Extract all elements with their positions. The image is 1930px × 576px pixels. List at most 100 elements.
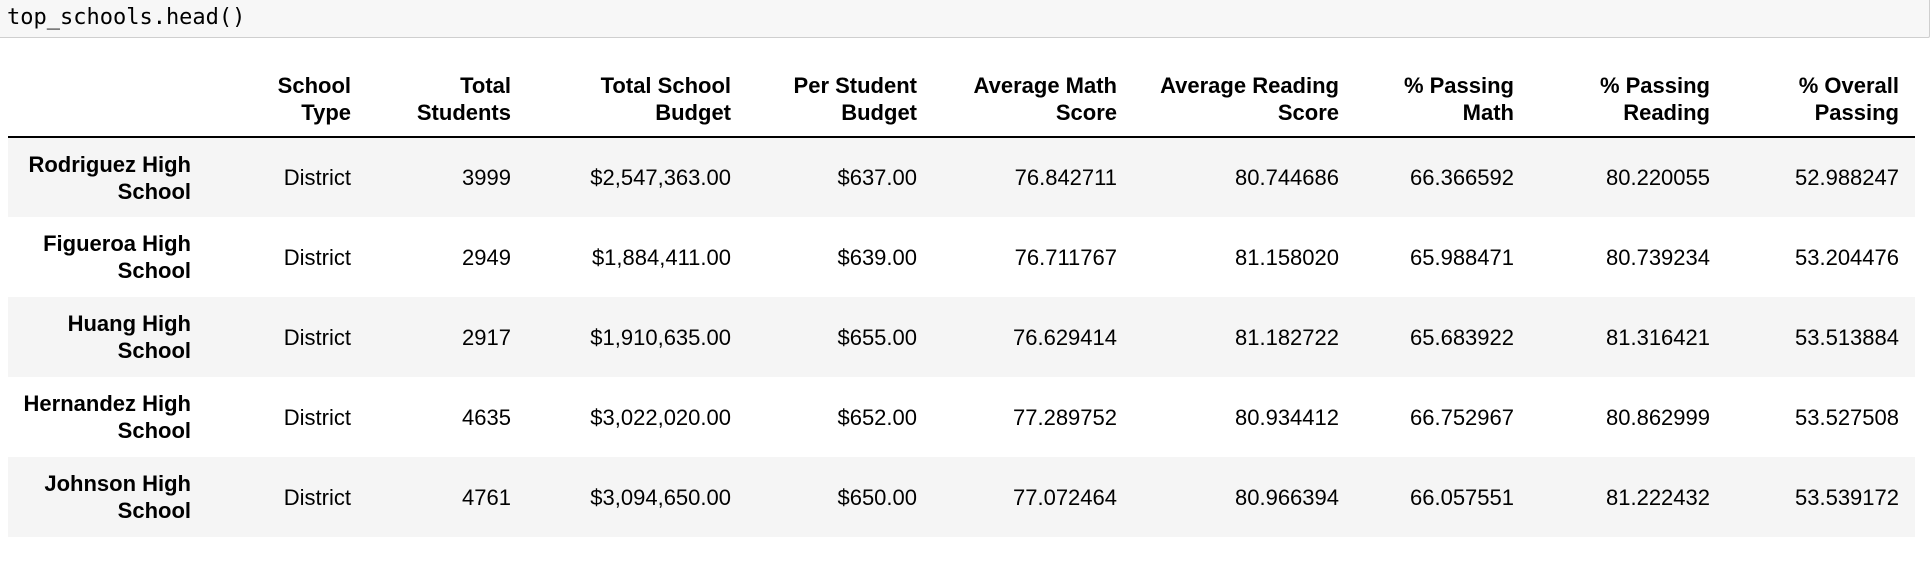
header-row: School Type Total Students Total School …	[8, 62, 1915, 138]
table-cell: 53.527508	[1795, 404, 1899, 430]
table-cell: 80.934412	[1235, 404, 1339, 430]
table-cell: $639.00	[837, 244, 917, 270]
table-cell: $3,094,650.00	[590, 484, 731, 510]
row-index-label: Figueroa High School	[8, 217, 223, 297]
table-cell: 76.629414	[1013, 324, 1117, 350]
table-cell: 80.862999	[1606, 404, 1710, 430]
table-cell: $2,547,363.00	[590, 165, 731, 190]
table-cell: $652.00	[837, 404, 917, 430]
column-header-line: Total School	[600, 73, 731, 98]
table-cell: 80.966394	[1235, 484, 1339, 510]
table-row: Rodriguez High School District 3999 $2,547,3…	[8, 137, 1915, 217]
column-header: % Passing Math	[1355, 62, 1530, 138]
column-header: % Passing Reading	[1530, 62, 1726, 138]
output-area: School Type Total Students Total School …	[8, 62, 1915, 537]
column-header-line: Reading	[1623, 100, 1710, 125]
column-header: Total School Budget	[527, 62, 747, 138]
column-header-line: Average Reading	[1160, 73, 1339, 98]
row-index-line: Hernandez High	[23, 391, 191, 416]
table-cell: District	[283, 165, 351, 190]
column-header: % Overall Passing	[1726, 62, 1915, 138]
column-header-line: % Passing	[1599, 73, 1710, 98]
table-cell: 80.220055	[1606, 165, 1710, 190]
row-index-label: Hernandez High School	[8, 377, 223, 457]
table-cell: 4761	[462, 484, 511, 510]
table-cell: 80.739234	[1606, 244, 1710, 270]
column-header-line: Type	[301, 100, 351, 125]
table-cell: 53.539172	[1795, 484, 1899, 510]
column-header-line: Passing	[1814, 100, 1899, 125]
table-body: Rodriguez High School District 3999 $2,547,3…	[8, 137, 1915, 537]
code-input-cell[interactable]: top_schools.head()	[0, 0, 1930, 38]
table-cell: 81.316421	[1606, 324, 1710, 350]
column-header-line: Budget	[841, 100, 917, 125]
table-cell: 66.366592	[1410, 165, 1514, 190]
table-cell: 65.988471	[1410, 244, 1514, 270]
table-cell: 80.744686	[1235, 165, 1339, 190]
code-line[interactable]: top_schools.head()	[7, 5, 246, 30]
row-index-line: Figueroa High	[43, 231, 191, 256]
table-row: Huang High School District 2917 $1,910,635.0…	[8, 297, 1915, 377]
column-header-line: Average Math	[973, 73, 1117, 98]
column-header-line: % Passing	[1403, 73, 1514, 98]
row-index-label: Rodriguez High School	[8, 137, 223, 217]
table-cell: 66.752967	[1410, 404, 1514, 430]
table-cell: $3,022,020.00	[590, 404, 731, 430]
column-header-line: Students	[416, 100, 511, 125]
column-header-line: Score	[1277, 100, 1339, 125]
column-header: Per Student Budget	[747, 62, 933, 138]
table-cell: 65.683922	[1410, 324, 1514, 350]
table-cell: $1,884,411.00	[591, 244, 731, 270]
table-cell: 52.988247	[1795, 165, 1899, 190]
column-header-line: Per Student	[793, 73, 917, 98]
table-cell: 4635	[462, 404, 511, 430]
row-index-line: School	[117, 418, 191, 443]
table-cell: $655.00	[837, 324, 917, 350]
column-header: Average Math Score	[933, 62, 1133, 138]
table-cell: 2949	[462, 244, 511, 270]
row-index-line: School	[117, 338, 191, 363]
table-cell: 53.204476	[1795, 244, 1899, 270]
table-cell: 77.072464	[1013, 484, 1117, 510]
dataframe-table: School Type Total Students Total School …	[8, 62, 1915, 537]
table-row: Johnson High School District 4761 $3,094,650…	[8, 457, 1915, 537]
table-cell: District	[283, 404, 351, 430]
column-header-line: Math	[1462, 100, 1514, 125]
table-cell: 77.289752	[1013, 404, 1117, 430]
table-cell: 81.222432	[1606, 484, 1710, 510]
table-cell: 81.158020	[1235, 244, 1339, 270]
table-cell: 76.711767	[1014, 244, 1117, 270]
row-index-line: School	[117, 498, 191, 523]
table-row: Hernandez High School District 4635 $3,022,0…	[8, 377, 1915, 457]
index-header	[8, 62, 223, 138]
table-cell: 53.513884	[1795, 324, 1899, 350]
table-row: Figueroa High School District 2949 $1,884,41…	[8, 217, 1915, 297]
table-cell: $637.00	[837, 165, 917, 190]
row-index-line: Rodriguez High	[28, 151, 191, 177]
column-header-line: Budget	[655, 100, 731, 125]
row-index-line: Johnson High	[44, 471, 191, 496]
table-cell: District	[283, 244, 351, 270]
table-cell: 2917	[462, 324, 511, 350]
column-header-line: Total	[460, 73, 511, 98]
column-header-line: School	[277, 73, 351, 98]
column-header-line: Score	[1055, 100, 1117, 125]
column-header: Total Students	[367, 62, 527, 138]
column-header-line: % Overall	[1798, 73, 1899, 98]
table-cell: 3999	[462, 165, 511, 190]
row-index-label: Huang High School	[8, 297, 223, 377]
table-cell: 66.057551	[1410, 484, 1514, 510]
row-index-line: Huang High	[67, 311, 191, 336]
row-index-line: School	[117, 178, 191, 204]
table-cell: District	[283, 484, 351, 510]
row-index-line: School	[117, 258, 191, 283]
table-cell: $650.00	[837, 484, 917, 510]
table-cell: 81.182722	[1235, 324, 1339, 350]
table-header: School Type Total Students Total School …	[8, 62, 1915, 138]
table-cell: $1,910,635.00	[590, 324, 731, 350]
row-index-label: Johnson High School	[8, 457, 223, 537]
table-cell: 76.842711	[1014, 165, 1117, 190]
table-cell: District	[283, 324, 351, 350]
column-header: Average Reading Score	[1133, 62, 1355, 138]
column-header: School Type	[223, 62, 367, 138]
